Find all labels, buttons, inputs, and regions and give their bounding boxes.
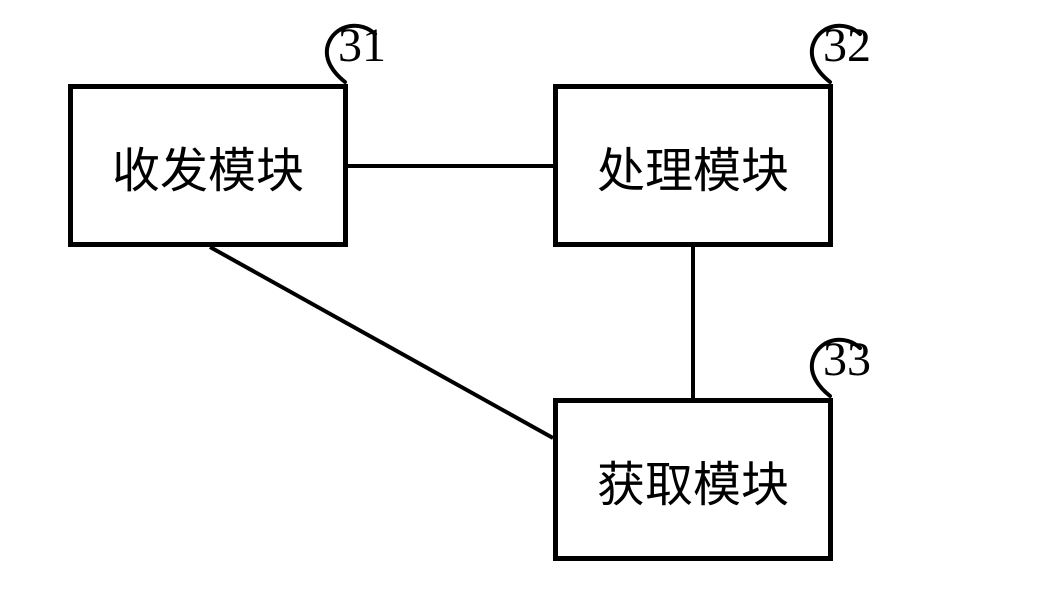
- callout-31-label: 31: [338, 18, 386, 73]
- node-acquisition: 获取模块: [553, 398, 833, 561]
- node-transceiver: 收发模块: [68, 84, 348, 247]
- node-processing-label: 处理模块: [597, 131, 789, 201]
- node-transceiver-label: 收发模块: [112, 131, 304, 201]
- node-processing: 处理模块: [553, 84, 833, 247]
- node-acquisition-label: 获取模块: [597, 445, 789, 515]
- diagram-canvas: 收发模块 处理模块 获取模块 31 32 33: [0, 0, 1047, 611]
- callout-32-label: 32: [823, 18, 871, 73]
- callout-33-label: 33: [823, 332, 871, 387]
